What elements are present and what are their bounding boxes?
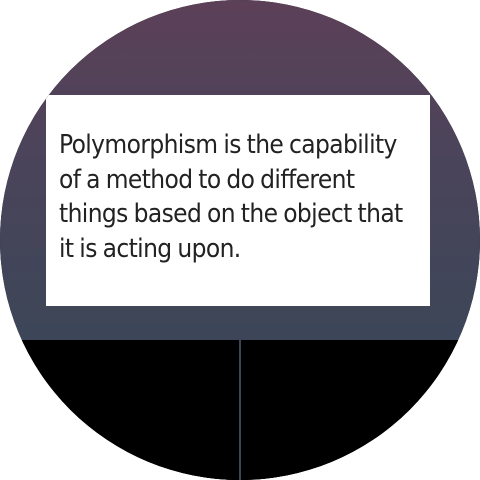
flashcard[interactable]: Polymorphism is the capability of a meth… — [46, 95, 430, 306]
left-action-button[interactable] — [0, 340, 239, 480]
right-action-button[interactable] — [241, 340, 480, 480]
action-divider — [239, 340, 241, 480]
flashcard-text: Polymorphism is the capability of a meth… — [59, 130, 403, 264]
action-bar — [0, 340, 480, 480]
